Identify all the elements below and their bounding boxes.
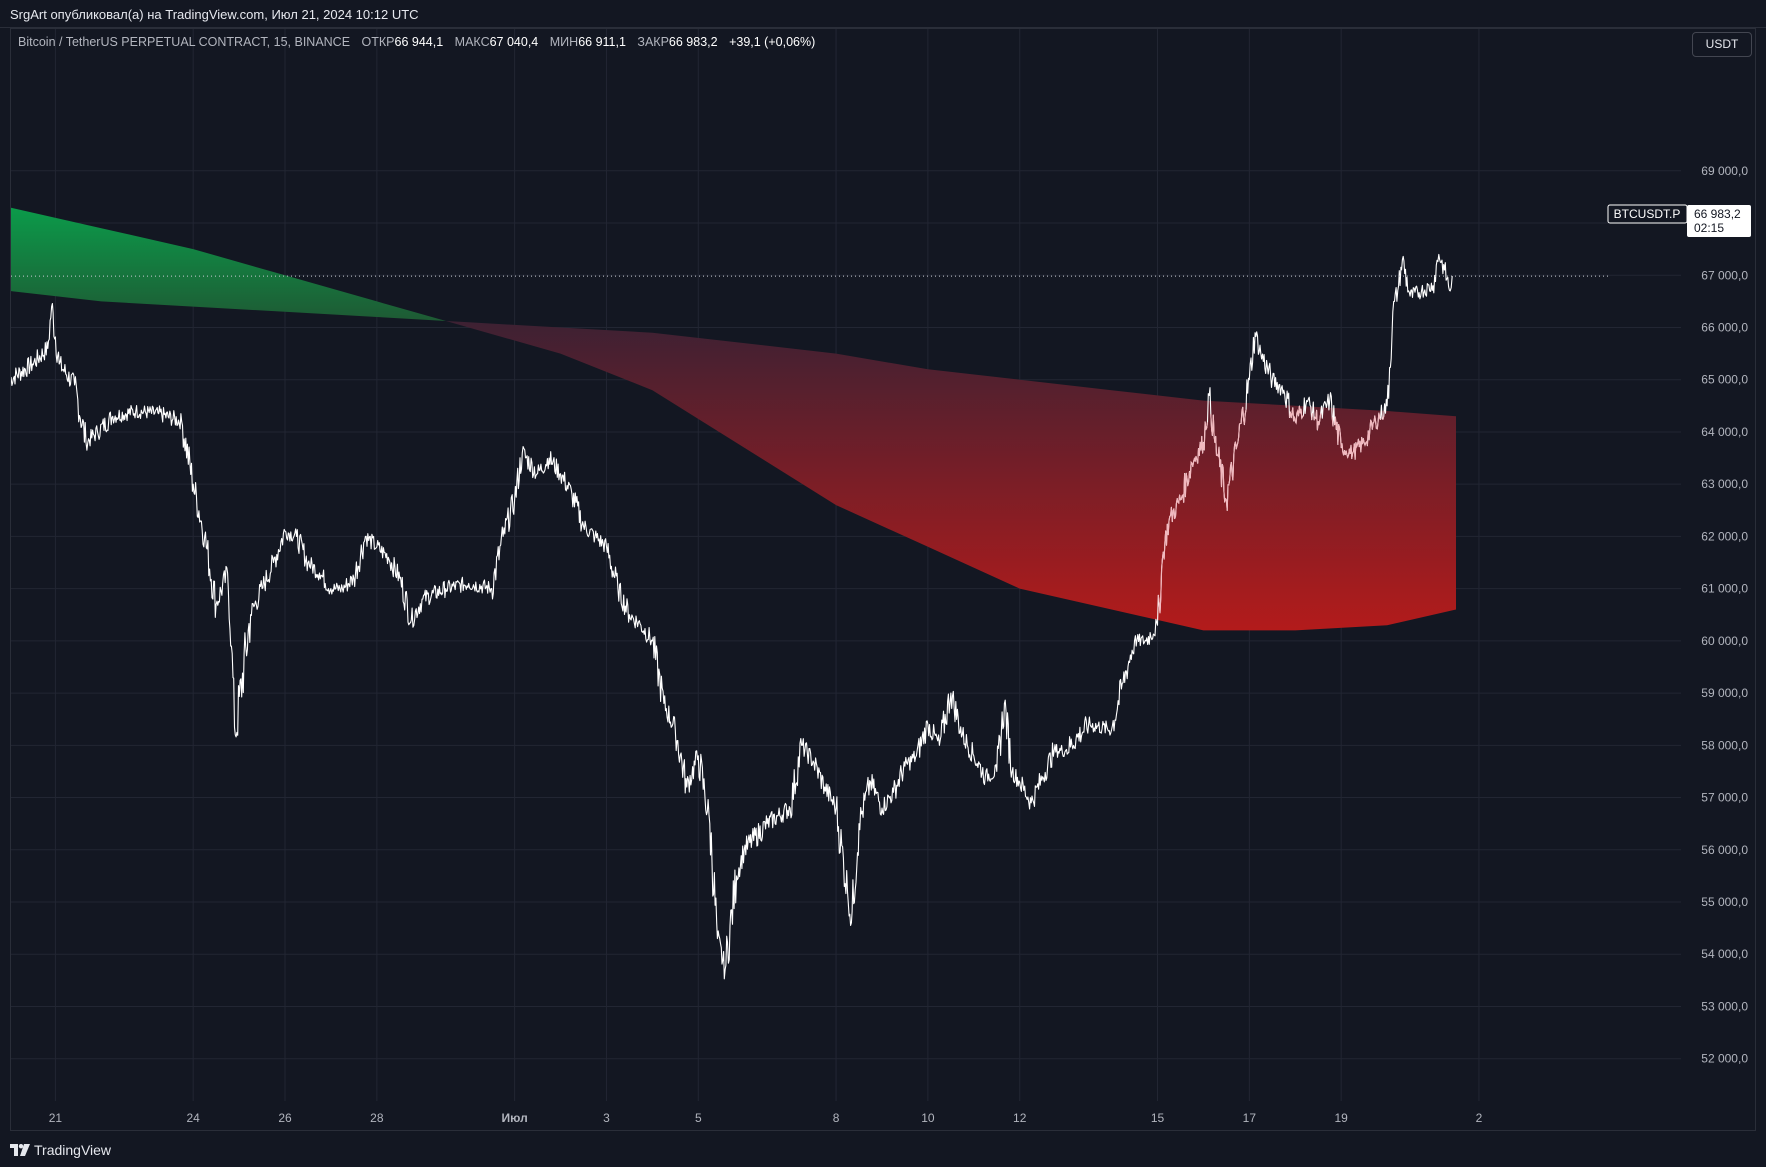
y-tick-label: 54 000,0 [1701,947,1748,961]
y-tick-label: 65 000,0 [1701,373,1748,387]
x-tick-label: 24 [187,1111,201,1125]
tradingview-brand[interactable]: TradingView [10,1142,111,1158]
ohlc-legend: Bitcoin / TetherUS PERPETUAL CONTRACT, 1… [18,35,815,49]
price-tag-countdown: 02:15 [1694,221,1724,235]
y-tick-label: 66 000,0 [1701,320,1748,334]
y-tick-label: 53 000,0 [1701,999,1748,1013]
price-line-in-band [1288,406,1304,425]
legend-high-label: МАКС [454,35,490,49]
price-line-in-band [1311,413,1314,420]
price-line-in-band [1313,410,1322,430]
x-tick-label: 2 [1476,1111,1483,1125]
y-tick-label: 60 000,0 [1701,634,1748,648]
y-tick-label: 57 000,0 [1701,791,1748,805]
trend-band [11,207,1456,631]
legend-open-value: 66 944,1 [394,35,444,49]
price-line-in-band [1334,413,1381,460]
legend-high-value: 67 040,4 [489,35,539,49]
band-red-segment [446,321,1456,631]
x-tick-label: 15 [1151,1111,1165,1125]
x-tick-label: 21 [49,1111,63,1125]
legend-low-value: 66 911,1 [578,35,626,49]
y-tick-label: 56 000,0 [1701,843,1748,857]
band-green-segment [11,207,446,321]
price-line-in-band [1331,417,1334,427]
x-tick-label: 5 [695,1111,702,1125]
x-tick-label: Июл [502,1111,528,1125]
x-tick-label: 28 [370,1111,384,1125]
price-line-in-band [1157,421,1209,613]
y-tick-label: 62 000,0 [1701,529,1748,543]
tradingview-logo-icon [10,1144,30,1156]
y-tick-label: 67 000,0 [1701,268,1748,282]
symbol-tag-text: BTCUSDT.P [1614,207,1681,221]
x-tick-label: 8 [833,1111,840,1125]
legend-symbol[interactable]: Bitcoin / TetherUS PERPETUAL CONTRACT, 1… [18,35,351,49]
y-tick-label: 59 000,0 [1701,686,1748,700]
currency-button[interactable]: USDT [1692,32,1752,57]
price-line-in-band [1382,415,1385,420]
price-tag-value: 66 983,2 [1694,207,1741,221]
price-axis[interactable]: 52 000,0 53 000,0 54 000,0 55 000,0 56 000,0… [1701,164,1748,1066]
legend-low-label: МИН [549,35,579,49]
x-tick-label: 26 [278,1111,292,1125]
publisher-line: SrgArt опубликовал(а) на TradingView.com… [10,7,419,22]
bottom-bar: TradingView [0,1131,1766,1167]
brand-label: TradingView [34,1142,112,1158]
price-line [11,253,1453,980]
x-tick-label: 10 [921,1111,935,1125]
price-tag-box [1687,205,1751,237]
time-axis[interactable]: 21 24 26 28 Июл 3 5 8 10 12 15 17 19 2 [49,1111,1483,1125]
y-tick-label: 58 000,0 [1701,738,1748,752]
y-tick-label: 61 000,0 [1701,582,1748,596]
y-tick-label: 52 000,0 [1701,1052,1748,1066]
y-tick-label: 55 000,0 [1701,895,1748,909]
y-tick-label: 69 000,0 [1701,164,1748,178]
top-bar: SrgArt опубликовал(а) на TradingView.com… [0,0,1766,28]
x-tick-label: 17 [1243,1111,1257,1125]
x-tick-label: 12 [1013,1111,1027,1125]
price-series [11,253,1453,980]
legend-open-label: ОТКР [361,35,395,49]
price-chart[interactable]: 52 000,0 53 000,0 54 000,0 55 000,0 56 000,0… [0,0,1766,1131]
y-tick-label: 63 000,0 [1701,477,1748,491]
x-tick-label: 3 [603,1111,610,1125]
legend-close-label: ЗАКР [637,35,669,49]
x-tick-label: 19 [1335,1111,1349,1125]
price-tag: BTCUSDT.P 66 983,2 02:15 [1607,204,1751,237]
price-line-in-band [1210,407,1247,511]
chart-frame [10,28,1756,1131]
legend-change: +39,1 (+0,06%) [729,35,816,49]
y-tick-label: 64 000,0 [1701,425,1748,439]
legend-close-value: 66 983,2 [668,35,718,49]
